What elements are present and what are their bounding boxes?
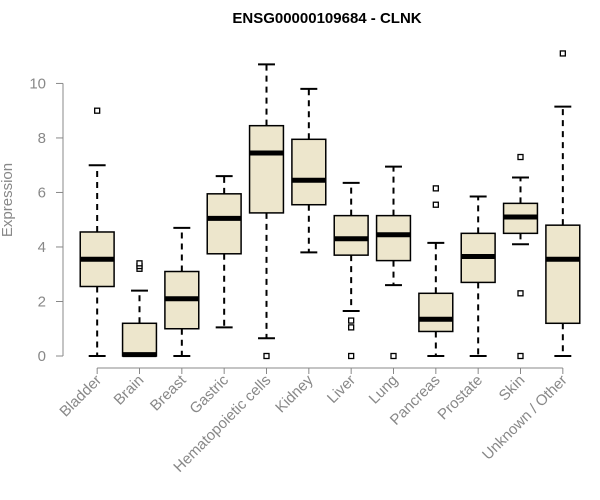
outlier-point xyxy=(432,185,439,192)
box-skin xyxy=(502,153,539,360)
y-tick-label: 4 xyxy=(38,239,46,256)
y-tick-label: 0 xyxy=(38,348,46,365)
box-pancreas xyxy=(418,185,454,357)
box-lung xyxy=(375,165,412,360)
outlier-point xyxy=(136,260,143,267)
outlier-point xyxy=(348,317,355,324)
iqr-box xyxy=(418,292,454,333)
y-tick-label: 8 xyxy=(38,130,46,147)
x-tick-label: Bladder xyxy=(56,372,105,421)
iqr-box xyxy=(121,322,158,357)
box-unknown-other xyxy=(545,50,581,357)
iqr-box xyxy=(206,193,242,255)
x-tick-label: Lung xyxy=(366,372,402,408)
iqr-box xyxy=(545,224,581,325)
outlier-point xyxy=(517,290,524,297)
x-tick-label: Breast xyxy=(147,371,190,414)
x-tick-label: Liver xyxy=(324,372,359,407)
outlier-point xyxy=(263,352,270,360)
iqr-box xyxy=(333,214,369,256)
iqr-box xyxy=(375,214,412,262)
box-kidney xyxy=(291,87,327,254)
outlier-point xyxy=(559,50,566,57)
box-bladder xyxy=(79,107,115,357)
x-tick-label: Prostate xyxy=(434,372,486,424)
outlier-point xyxy=(432,201,439,208)
box-hematopoietic-cells xyxy=(248,63,285,360)
y-tick-label: 2 xyxy=(38,293,46,310)
x-tick-label: Brain xyxy=(111,372,148,409)
outlier-point xyxy=(348,352,355,360)
box-liver xyxy=(333,181,369,360)
y-axis-label: Expression xyxy=(0,163,16,237)
box-breast xyxy=(164,226,200,357)
y-tick-label: 10 xyxy=(29,75,46,92)
outlier-point xyxy=(517,352,524,360)
chart-title: ENSG00000109684 - CLNK xyxy=(232,10,421,27)
y-tick-label: 6 xyxy=(38,184,46,201)
iqr-box xyxy=(291,138,327,206)
box-gastric xyxy=(206,175,242,329)
box-brain xyxy=(121,260,158,358)
box-prostate xyxy=(460,195,496,357)
boxes-group xyxy=(79,50,581,360)
outlier-point xyxy=(517,153,524,161)
x-tick-label: Skin xyxy=(496,372,529,405)
outlier-point xyxy=(94,107,101,114)
outlier-point xyxy=(390,352,397,360)
y-axis: 0 2 4 6 8 10 xyxy=(29,75,64,365)
outlier-point xyxy=(348,324,355,331)
iqr-box xyxy=(248,124,285,214)
x-tick-label: Kidney xyxy=(272,371,317,416)
